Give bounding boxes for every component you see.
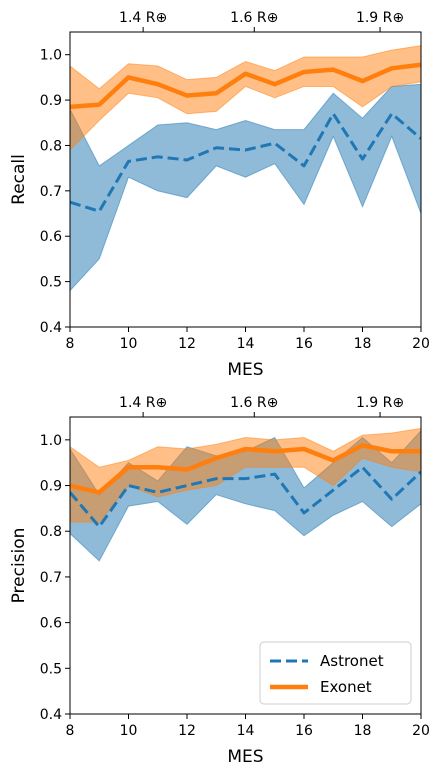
x-tick-label: 12 [178, 723, 196, 739]
y-tick-label: 1.0 [40, 48, 62, 64]
band-exonet [70, 427, 421, 523]
x-tick-label: 10 [120, 336, 138, 352]
series-line-exonet [70, 62, 421, 110]
y-tick-label: 0.6 [40, 616, 62, 632]
top-tick-label: 1.6 R⊕ [230, 10, 278, 26]
precision-chart: 8 10 12 14 16 18 20 0.4 0.5 0.6 0.7 0.8 0.9 1.0 1.4 R⊕… [9, 395, 430, 767]
recall-chart: 8 10 12 14 16 18 20 0.4 0.5 0.6 0.7 0.8 0.9 1.0 1.4 R⊕… [9, 10, 430, 380]
x-tick-label: 10 [120, 723, 138, 739]
y-tick-label: 1.0 [40, 433, 62, 449]
top-tick-label: 1.6 R⊕ [230, 395, 278, 411]
x-tick-label: 16 [295, 723, 313, 739]
x-tick-label: 20 [412, 336, 430, 352]
y-tick-label: 0.4 [40, 707, 62, 723]
y-axis-label: Recall [9, 154, 29, 205]
y-tick-label: 0.5 [40, 275, 62, 291]
y-tick-label: 0.9 [40, 479, 62, 495]
series-line-astronet [70, 112, 421, 213]
x-tick-label: 20 [412, 723, 430, 739]
x-tick-label: 12 [178, 336, 196, 352]
top-tick-label: 1.9 R⊕ [356, 10, 404, 26]
top-tick-label: 1.4 R⊕ [119, 395, 167, 411]
y-tick-label: 0.8 [40, 524, 62, 540]
y-tick-label: 0.7 [40, 184, 62, 200]
legend-label-astronet: Astronet [320, 652, 384, 670]
y-axis-label: Precision [9, 528, 29, 604]
x-tick-label: 8 [66, 336, 75, 352]
y-tick-label: 0.5 [40, 661, 62, 677]
y-tick-label: 0.9 [40, 93, 62, 109]
y-tick-label: 0.8 [40, 138, 62, 154]
x-axis-label: MES [227, 360, 263, 380]
y-tick-label: 0.6 [40, 229, 62, 245]
top-tick-label: 1.9 R⊕ [356, 395, 404, 411]
series-line-astronet [70, 465, 421, 529]
top-tick-label: 1.4 R⊕ [119, 10, 167, 26]
plot-area [70, 427, 421, 562]
plot-area [70, 45, 421, 292]
band-astronet [70, 83, 421, 292]
legend: Astronet Exonet [259, 641, 412, 705]
x-tick-label: 14 [237, 336, 255, 352]
x-tick-label: 16 [295, 336, 313, 352]
x-axis-label: MES [227, 747, 263, 767]
y-tick-label: 0.7 [40, 570, 62, 586]
x-tick-label: 18 [354, 723, 372, 739]
legend-label-exonet: Exonet [320, 678, 372, 696]
y-tick-label: 0.4 [40, 320, 62, 336]
x-tick-label: 18 [354, 336, 372, 352]
series-line-exonet [70, 443, 421, 495]
x-tick-label: 8 [66, 723, 75, 739]
x-tick-label: 14 [237, 723, 255, 739]
